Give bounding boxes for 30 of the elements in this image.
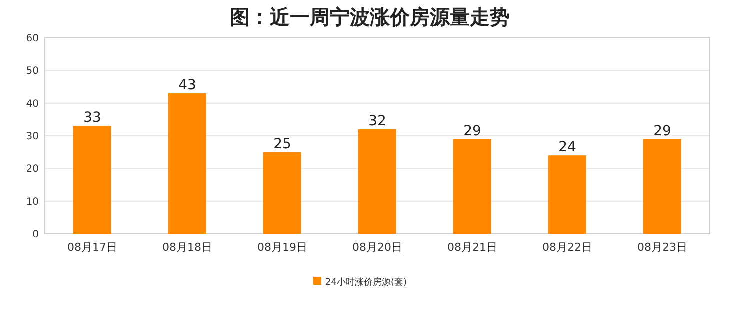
y-tick-label: 40 bbox=[26, 98, 39, 110]
y-tick-label: 50 bbox=[26, 66, 39, 78]
x-tick-label: 08月22日 bbox=[542, 241, 592, 254]
data-label: 32 bbox=[368, 113, 386, 130]
x-tick-label: 08月17日 bbox=[68, 241, 118, 254]
chart-title: 图：近一周宁波涨价房源量走势 bbox=[230, 5, 510, 29]
data-label: 29 bbox=[654, 123, 672, 140]
bar bbox=[168, 94, 206, 234]
legend-label: 24小时涨价房源(套) bbox=[326, 277, 407, 288]
y-tick-label: 30 bbox=[26, 132, 39, 142]
bar bbox=[74, 126, 112, 234]
x-tick-label: 08月20日 bbox=[352, 241, 402, 254]
y-tick-label: 60 bbox=[26, 34, 39, 44]
data-label: 43 bbox=[178, 78, 196, 94]
data-label: 25 bbox=[274, 136, 292, 152]
x-tick-label: 08月19日 bbox=[258, 241, 308, 254]
y-tick-label: 0 bbox=[32, 230, 39, 240]
x-tick-label: 08月23日 bbox=[638, 241, 688, 254]
bar bbox=[548, 156, 586, 234]
bar bbox=[358, 129, 396, 234]
y-tick-label: 20 bbox=[26, 164, 39, 176]
data-label: 29 bbox=[464, 123, 482, 140]
x-tick-label: 08月18日 bbox=[162, 241, 212, 254]
bar bbox=[644, 139, 682, 234]
y-tick-label: 10 bbox=[26, 196, 39, 208]
data-label: 24 bbox=[558, 140, 576, 156]
bar bbox=[264, 152, 302, 234]
data-label: 33 bbox=[84, 110, 102, 126]
bar bbox=[454, 139, 492, 234]
x-tick-label: 08月21日 bbox=[448, 241, 498, 254]
